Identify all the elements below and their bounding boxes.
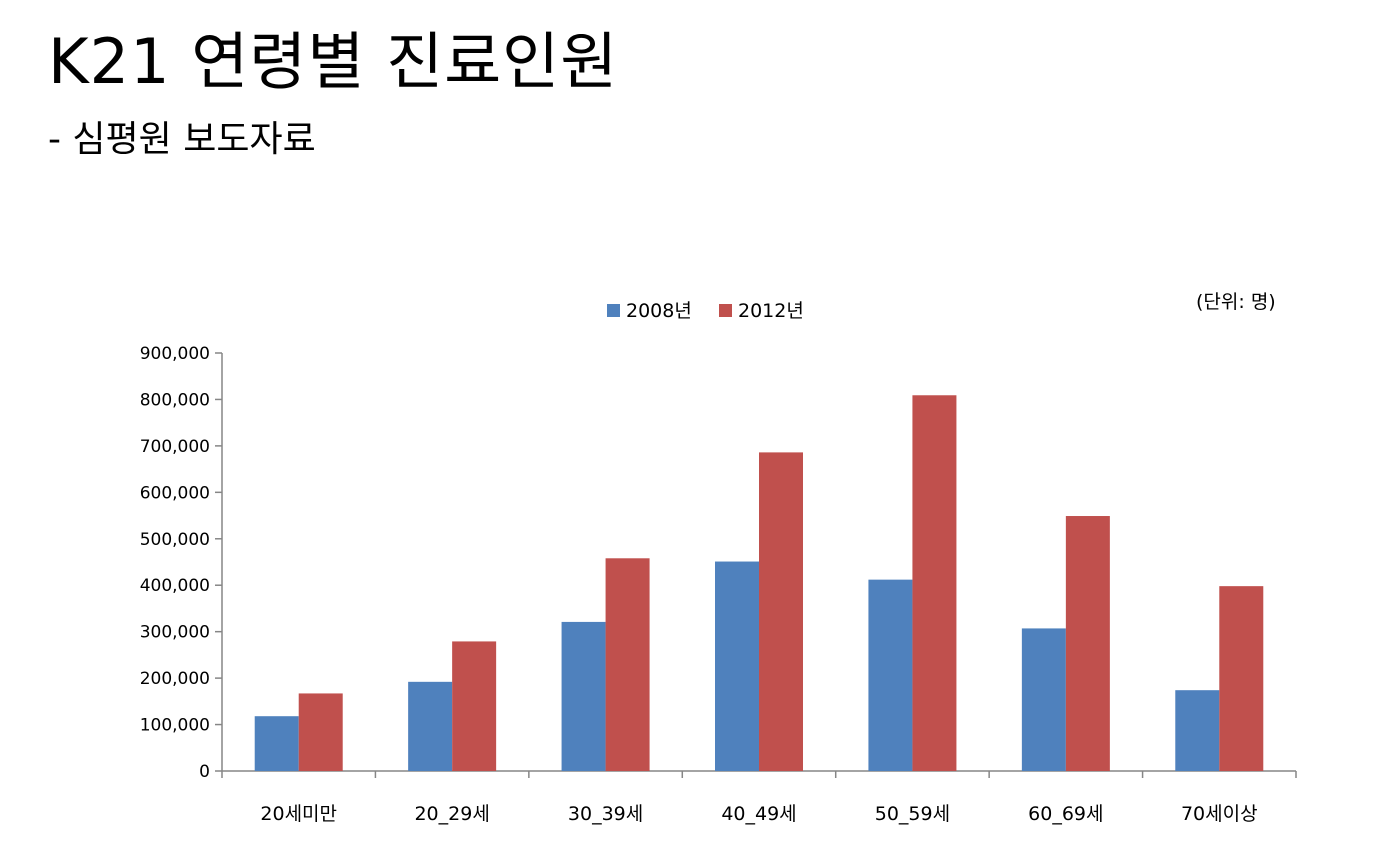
y-tick-label: 800,000 xyxy=(140,390,210,410)
bar-series2 xyxy=(1219,586,1264,771)
y-tick-label: 200,000 xyxy=(140,669,210,689)
y-tick-label: 900,000 xyxy=(140,344,210,364)
y-tick-label: 0 xyxy=(199,762,210,782)
x-axis: 20세미만 20_29세 30_39세 40_49세 50_59세 60_69세 70세이상 xyxy=(221,770,1297,825)
y-tick-label: 400,000 xyxy=(140,576,210,596)
x-tick-label: 20_29세 xyxy=(414,803,489,825)
x-tick-label: 30_39세 xyxy=(568,803,643,825)
x-tick-label: 60_69세 xyxy=(1028,803,1103,825)
x-tick-label: 50_59세 xyxy=(875,803,950,825)
y-tick-label: 600,000 xyxy=(140,483,210,503)
bar-series1 xyxy=(408,681,453,771)
bar-series2 xyxy=(452,641,497,771)
x-tick-label: 40_49세 xyxy=(721,803,796,825)
y-tick-label: 700,000 xyxy=(140,437,210,457)
slide-title: K21 연령별 진료인원 xyxy=(48,25,619,98)
legend-swatch xyxy=(719,304,732,317)
slide-subtitle: - 심평원 보도자료 xyxy=(48,119,316,160)
bar-series1 xyxy=(715,561,759,771)
y-tick-label: 300,000 xyxy=(140,623,210,643)
bar-series2 xyxy=(912,395,957,771)
y-tick-label: 100,000 xyxy=(140,716,210,736)
chart-legend: 2008년 2012년 xyxy=(607,300,804,322)
bars xyxy=(254,395,1264,771)
legend-label: 2012년 xyxy=(738,300,804,322)
bar-series2 xyxy=(298,693,343,771)
bar-series1 xyxy=(1021,628,1066,771)
bar-series2 xyxy=(1065,516,1110,771)
bar-series2 xyxy=(759,452,803,771)
x-tick-label: 70세이상 xyxy=(1181,803,1258,825)
y-axis: 0 100,000 200,000 300,000 400,000 500,000 600,… xyxy=(140,344,223,782)
bar-series2 xyxy=(605,558,650,771)
unit-label: (단위: 명) xyxy=(1196,291,1276,313)
bar-series1 xyxy=(1175,690,1220,771)
x-tick-label: 20세미만 xyxy=(260,803,337,825)
y-tick-label: 500,000 xyxy=(140,530,210,550)
bar-series1 xyxy=(868,579,913,771)
bar-series1 xyxy=(254,716,299,771)
legend-swatch xyxy=(607,304,620,317)
bar-series1 xyxy=(561,621,606,771)
legend-label: 2008년 xyxy=(626,300,692,322)
